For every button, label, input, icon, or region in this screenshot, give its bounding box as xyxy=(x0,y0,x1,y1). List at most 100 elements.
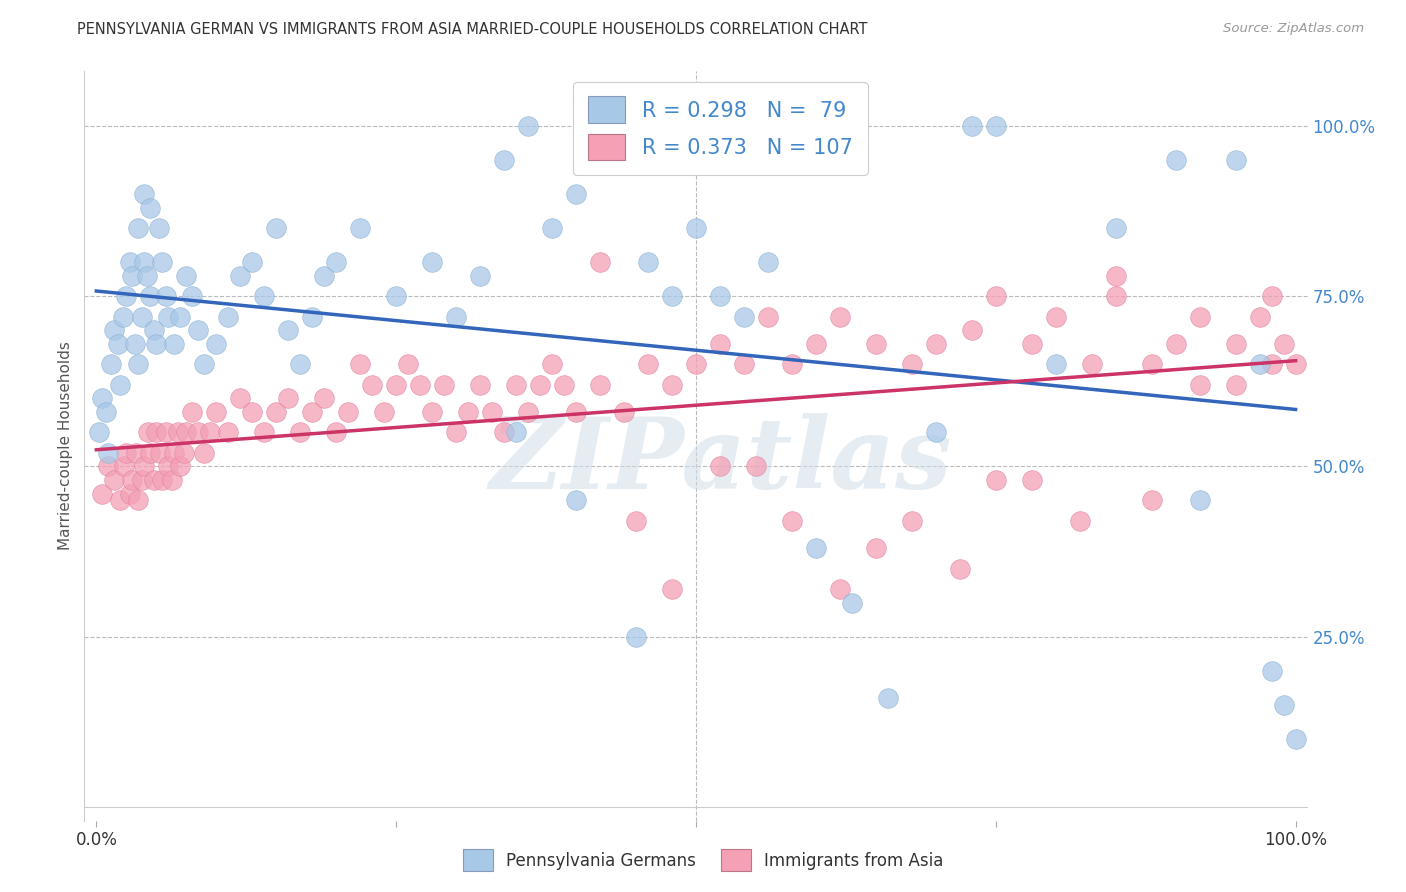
Pennsylvania Germans xyxy=(709,289,731,303)
Pennsylvania Germans xyxy=(187,323,209,337)
Immigrants from Asia xyxy=(1105,268,1128,283)
Pennsylvania Germans xyxy=(118,255,141,269)
Pennsylvania Germans xyxy=(97,446,120,460)
Pennsylvania Germans xyxy=(733,310,755,324)
Immigrants from Asia xyxy=(1260,289,1282,303)
Immigrants from Asia xyxy=(409,377,432,392)
Pennsylvania Germans xyxy=(1260,664,1282,678)
Immigrants from Asia xyxy=(756,310,779,324)
Legend: R = 0.298   N =  79, R = 0.373   N = 107: R = 0.298 N = 79, R = 0.373 N = 107 xyxy=(574,82,868,175)
Immigrants from Asia xyxy=(494,425,516,440)
Pennsylvania Germans xyxy=(240,255,263,269)
Immigrants from Asia xyxy=(780,357,803,371)
Immigrants from Asia xyxy=(217,425,239,440)
Immigrants from Asia xyxy=(529,377,551,392)
Immigrants from Asia xyxy=(277,392,299,406)
Immigrants from Asia xyxy=(169,459,191,474)
Immigrants from Asia xyxy=(1225,336,1247,351)
Pennsylvania Germans xyxy=(517,119,540,133)
Pennsylvania Germans xyxy=(685,221,707,235)
Immigrants from Asia xyxy=(301,405,323,419)
Text: Source: ZipAtlas.com: Source: ZipAtlas.com xyxy=(1223,22,1364,36)
Pennsylvania Germans xyxy=(145,336,167,351)
Pennsylvania Germans xyxy=(155,289,177,303)
Pennsylvania Germans xyxy=(174,268,197,283)
Legend: Pennsylvania Germans, Immigrants from Asia: Pennsylvania Germans, Immigrants from As… xyxy=(454,841,952,880)
Immigrants from Asia xyxy=(1188,377,1211,392)
Immigrants from Asia xyxy=(163,446,186,460)
Pennsylvania Germans xyxy=(301,310,323,324)
Pennsylvania Germans xyxy=(181,289,204,303)
Immigrants from Asia xyxy=(167,425,190,440)
Immigrants from Asia xyxy=(1045,310,1067,324)
Pennsylvania Germans xyxy=(94,405,117,419)
Pennsylvania Germans xyxy=(804,541,827,556)
Immigrants from Asia xyxy=(420,405,443,419)
Immigrants from Asia xyxy=(134,459,156,474)
Immigrants from Asia xyxy=(157,459,180,474)
Pennsylvania Germans xyxy=(565,186,588,201)
Pennsylvania Germans xyxy=(1225,153,1247,167)
Immigrants from Asia xyxy=(1021,336,1043,351)
Immigrants from Asia xyxy=(517,405,540,419)
Pennsylvania Germans xyxy=(87,425,110,440)
Pennsylvania Germans xyxy=(229,268,252,283)
Pennsylvania Germans xyxy=(134,255,156,269)
Pennsylvania Germans xyxy=(494,153,516,167)
Pennsylvania Germans xyxy=(290,357,312,371)
Immigrants from Asia xyxy=(205,405,228,419)
Pennsylvania Germans xyxy=(253,289,276,303)
Immigrants from Asia xyxy=(314,392,336,406)
Immigrants from Asia xyxy=(349,357,371,371)
Pennsylvania Germans xyxy=(157,310,180,324)
Immigrants from Asia xyxy=(337,405,360,419)
Immigrants from Asia xyxy=(229,392,252,406)
Immigrants from Asia xyxy=(181,405,204,419)
Pennsylvania Germans xyxy=(637,255,659,269)
Pennsylvania Germans xyxy=(121,268,143,283)
Immigrants from Asia xyxy=(468,377,491,392)
Pennsylvania Germans xyxy=(1164,153,1187,167)
Immigrants from Asia xyxy=(240,405,263,419)
Immigrants from Asia xyxy=(960,323,983,337)
Immigrants from Asia xyxy=(103,473,125,487)
Pennsylvania Germans xyxy=(468,268,491,283)
Pennsylvania Germans xyxy=(325,255,347,269)
Immigrants from Asia xyxy=(780,514,803,528)
Immigrants from Asia xyxy=(139,446,162,460)
Immigrants from Asia xyxy=(1272,336,1295,351)
Immigrants from Asia xyxy=(828,582,851,596)
Immigrants from Asia xyxy=(541,357,564,371)
Pennsylvania Germans xyxy=(169,310,191,324)
Pennsylvania Germans xyxy=(444,310,467,324)
Immigrants from Asia xyxy=(901,357,924,371)
Immigrants from Asia xyxy=(733,357,755,371)
Pennsylvania Germans xyxy=(100,357,122,371)
Immigrants from Asia xyxy=(187,425,209,440)
Immigrants from Asia xyxy=(173,446,195,460)
Pennsylvania Germans xyxy=(131,310,153,324)
Immigrants from Asia xyxy=(828,310,851,324)
Immigrants from Asia xyxy=(589,255,612,269)
Pennsylvania Germans xyxy=(876,691,898,706)
Immigrants from Asia xyxy=(131,473,153,487)
Immigrants from Asia xyxy=(984,289,1007,303)
Immigrants from Asia xyxy=(112,459,135,474)
Immigrants from Asia xyxy=(121,473,143,487)
Immigrants from Asia xyxy=(1225,377,1247,392)
Immigrants from Asia xyxy=(110,493,132,508)
Immigrants from Asia xyxy=(481,405,503,419)
Immigrants from Asia xyxy=(661,377,683,392)
Pennsylvania Germans xyxy=(756,255,779,269)
Pennsylvania Germans xyxy=(150,255,173,269)
Immigrants from Asia xyxy=(97,459,120,474)
Immigrants from Asia xyxy=(200,425,222,440)
Pennsylvania Germans xyxy=(613,119,636,133)
Immigrants from Asia xyxy=(1080,357,1102,371)
Pennsylvania Germans xyxy=(217,310,239,324)
Pennsylvania Germans xyxy=(107,336,129,351)
Immigrants from Asia xyxy=(637,357,659,371)
Immigrants from Asia xyxy=(1249,310,1271,324)
Immigrants from Asia xyxy=(865,336,887,351)
Immigrants from Asia xyxy=(1140,493,1163,508)
